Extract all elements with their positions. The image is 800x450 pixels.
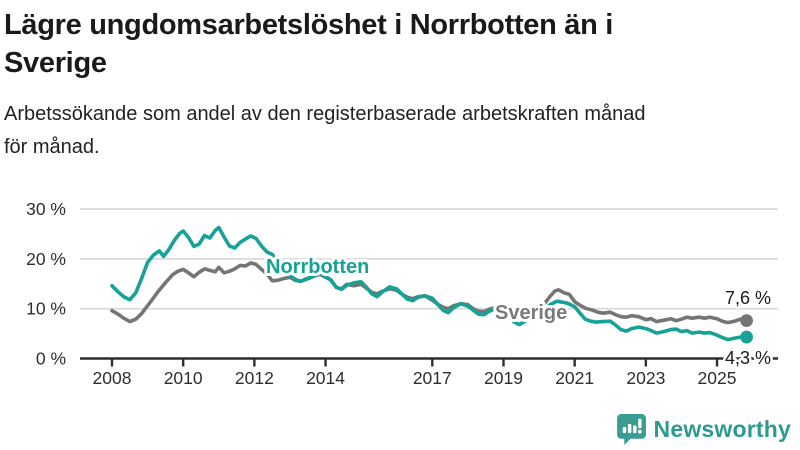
sverige-line xyxy=(110,261,749,325)
norrbotten-end-value-label: 4,3 % xyxy=(725,348,771,368)
x-axis-label-2012: 2012 xyxy=(235,368,274,388)
norrbotten-line xyxy=(110,225,749,342)
x-axis-label-2014: 2014 xyxy=(306,368,345,388)
sverige-end-value-label: 7,6 % xyxy=(725,288,771,308)
page-title-line-2: Sverige xyxy=(4,47,107,79)
sverige-end-dot xyxy=(740,314,753,328)
page-subtitle-line-1: Arbetssökande som andel av den registerb… xyxy=(4,103,646,125)
unemployment-line-chart: 0 % 10 % 20 % 30 % 2008 2010 2012 2014 2017 2019 2… xyxy=(26,199,778,388)
page-subtitle-line-2: för månad. xyxy=(4,136,100,158)
newsworthy-logo-text: Newsworthy xyxy=(653,416,791,442)
x-axis-label-2008: 2008 xyxy=(93,368,132,388)
bar-1 xyxy=(622,426,626,434)
page-title-line-1: Lägre ungdomsarbetslöshet i Norrbotten ä… xyxy=(4,9,614,41)
exclamation-bar xyxy=(637,418,642,429)
y-axis-label-30: 30 % xyxy=(26,199,66,219)
page-title: Lägre ungdomsarbetslöshet i Norrbotten ä… xyxy=(0,0,800,82)
x-axis-label-2025: 2025 xyxy=(698,368,737,388)
y-axis-label-10: 10 % xyxy=(26,299,66,319)
y-axis-label-0: 0 % xyxy=(36,349,66,369)
norrbotten-end-dot xyxy=(740,330,753,344)
bar-2 xyxy=(627,423,631,434)
bar-3 xyxy=(632,425,637,434)
x-axis-label-2019: 2019 xyxy=(484,368,523,388)
page-subtitle: Arbetssökande som andel av den registerb… xyxy=(0,82,800,164)
exclamation-dot xyxy=(637,429,642,434)
y-axis-label-20: 20 % xyxy=(26,249,66,269)
x-axis-label-2017: 2017 xyxy=(413,368,452,388)
x-axis-label-2023: 2023 xyxy=(626,368,665,388)
x-axis-label-2010: 2010 xyxy=(164,368,203,388)
speech-bubble-shape xyxy=(616,414,646,445)
sverige-series-label: Sverige xyxy=(495,302,567,324)
norrbotten-series-label: Norrbotten xyxy=(266,256,369,278)
newsworthy-logo-icon xyxy=(616,414,646,445)
x-axis-label-2021: 2021 xyxy=(555,368,594,388)
newsworthy-logo: Newsworthy xyxy=(616,413,791,446)
